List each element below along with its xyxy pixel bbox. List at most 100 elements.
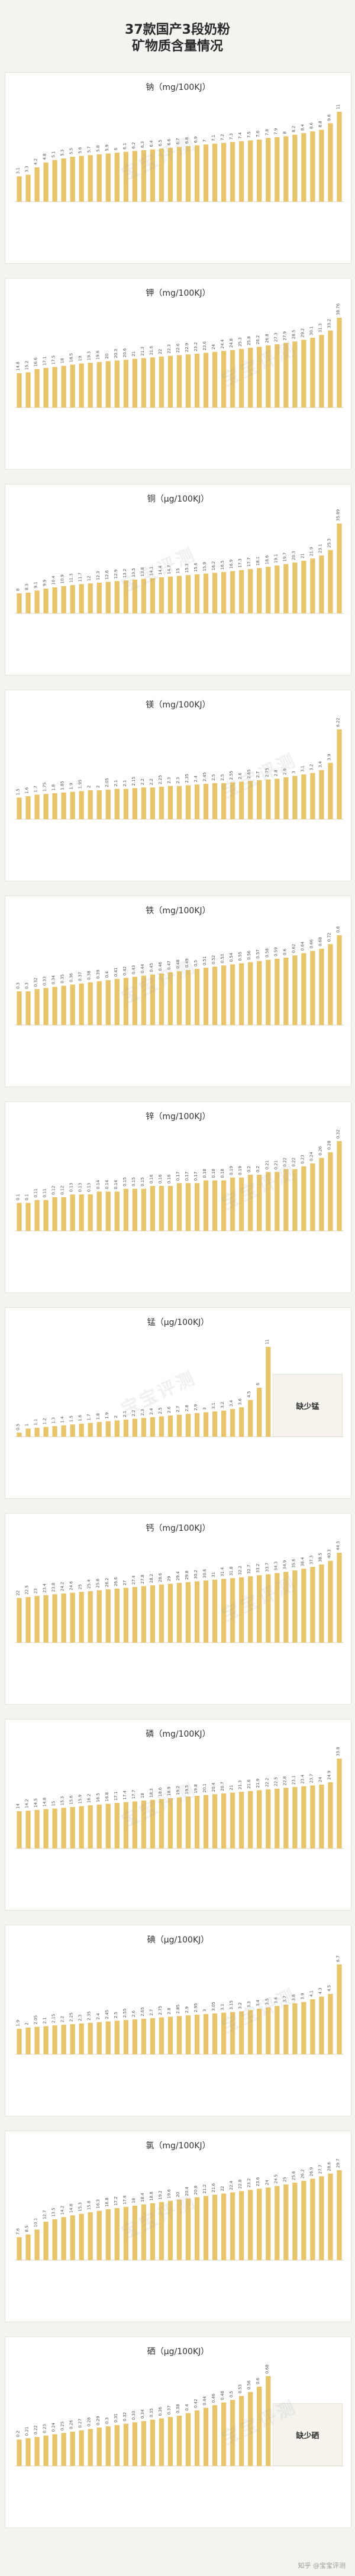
bar-value-label: 6.7 bbox=[335, 1956, 340, 1962]
bar-value-label: 2.35 bbox=[87, 2011, 92, 2021]
bar bbox=[132, 788, 137, 819]
bar-value-label: 2.45 bbox=[202, 773, 207, 782]
bar bbox=[79, 791, 84, 819]
bar-value-label: 10.1 bbox=[34, 2218, 38, 2228]
bar bbox=[203, 1795, 209, 1848]
bar bbox=[61, 1808, 66, 1848]
bar bbox=[248, 2010, 253, 2054]
bar-value-label: 29.7 bbox=[335, 2158, 340, 2168]
bar-value-label: 14.4 bbox=[158, 565, 163, 575]
bar bbox=[221, 143, 227, 202]
bar bbox=[105, 1589, 111, 1643]
bar-value-label: 14.8 bbox=[16, 361, 21, 371]
bar bbox=[239, 2011, 244, 2054]
bar-chart: 0.3 0.3 0.32 0.33 0.34 0.35 0.36 0.37 0.38 0.39 0.… bbox=[15, 926, 344, 1026]
bar bbox=[310, 558, 315, 613]
bar bbox=[266, 2376, 271, 2466]
bar bbox=[43, 589, 49, 613]
bar-value-label: 24.8 bbox=[229, 338, 234, 348]
bar-value-label: 12.9 bbox=[114, 570, 118, 579]
bar-value-label: 28.5 bbox=[291, 330, 296, 340]
bar-value-label: 10.4 bbox=[51, 576, 56, 585]
bar bbox=[221, 965, 227, 1025]
bar bbox=[34, 369, 40, 408]
bar bbox=[283, 564, 289, 613]
bar-value-label: 0.16 bbox=[158, 1174, 163, 1184]
bar-value-label: 19.5 bbox=[185, 1785, 189, 1795]
bar-value-label: 2.2 bbox=[60, 2016, 65, 2022]
bar bbox=[319, 770, 324, 819]
bar-value-label: 5.1 bbox=[51, 151, 56, 157]
bar bbox=[52, 1426, 57, 1437]
bar bbox=[212, 2013, 218, 2054]
bar bbox=[132, 151, 137, 202]
bar bbox=[70, 791, 75, 819]
bar-value-label: 22 bbox=[220, 2186, 225, 2191]
bar-value-label: 14.5 bbox=[34, 1798, 38, 1808]
bar bbox=[319, 335, 324, 408]
bar bbox=[167, 786, 173, 819]
bar-value-label: 0.53 bbox=[238, 2384, 243, 2394]
bar-value-label: 33.8 bbox=[335, 1747, 340, 1756]
bar bbox=[230, 964, 235, 1025]
bar bbox=[292, 1169, 298, 1231]
bar-value-label: 14.2 bbox=[60, 2206, 65, 2215]
bar bbox=[70, 585, 75, 613]
bar-value-label: 2.3 bbox=[78, 2015, 83, 2021]
bar bbox=[239, 963, 244, 1025]
bar bbox=[257, 780, 262, 819]
bar bbox=[52, 160, 57, 202]
bar-value-label: 33.2 bbox=[256, 1563, 260, 1573]
bar-value-label: 1.3 bbox=[51, 1417, 56, 1424]
bar-value-label: 0.12 bbox=[51, 1185, 56, 1195]
bar-value-label: 0.56 bbox=[247, 2380, 251, 2390]
bar bbox=[70, 364, 75, 408]
bar bbox=[301, 1166, 306, 1231]
bar bbox=[88, 583, 93, 613]
bar-value-label: 29 bbox=[167, 1576, 172, 1582]
bar-value-label: 0.1 bbox=[25, 1194, 30, 1200]
bar bbox=[52, 1594, 57, 1643]
bar bbox=[176, 1183, 182, 1231]
bar bbox=[203, 1580, 209, 1643]
bar-value-label: 0.36 bbox=[69, 972, 74, 982]
bar bbox=[230, 2012, 235, 2054]
bar bbox=[141, 2421, 147, 2466]
bar bbox=[248, 2391, 253, 2466]
bar bbox=[17, 1433, 22, 1437]
bar-value-label: 2.3 bbox=[176, 777, 180, 784]
bar-value-label: 25.3 bbox=[327, 538, 331, 548]
bar bbox=[150, 974, 156, 1025]
bar bbox=[203, 1180, 209, 1231]
bar-value-label: 2.95 bbox=[193, 2003, 198, 2012]
bar bbox=[266, 138, 271, 202]
bar bbox=[275, 958, 280, 1025]
bar bbox=[203, 2407, 209, 2466]
bar-chart: 7.6 8.5 10.1 12.7 13.5 14.2 14.8 15.3 15.8 16.3 16… bbox=[15, 2158, 344, 2261]
bar-value-label: 20.8 bbox=[193, 2186, 198, 2195]
bar bbox=[43, 1427, 49, 1437]
bar-value-label: 15 bbox=[176, 568, 180, 574]
bar bbox=[212, 351, 218, 408]
bar bbox=[248, 1790, 253, 1848]
bar bbox=[310, 951, 315, 1025]
bar bbox=[114, 153, 120, 202]
bar-value-label: 14.8 bbox=[69, 2204, 74, 2213]
bar-value-label: 24.2 bbox=[60, 1582, 65, 1591]
bar-value-label: 6.1 bbox=[122, 143, 127, 150]
bar bbox=[221, 351, 227, 408]
bar bbox=[239, 2396, 244, 2466]
bar bbox=[105, 2426, 111, 2466]
bar-value-label: 8.2 bbox=[291, 126, 296, 132]
bar-value-label: 21.9 bbox=[309, 547, 314, 557]
bar bbox=[319, 1158, 324, 1231]
page-subtitle: 矿物质含量情况 bbox=[131, 39, 223, 54]
bar bbox=[230, 142, 235, 202]
bar-value-label: 22.2 bbox=[264, 1778, 269, 1788]
bar-value-label: 34.9 bbox=[282, 1560, 287, 1570]
bar-value-label: 0.13 bbox=[87, 1183, 92, 1192]
bar bbox=[194, 145, 200, 202]
bar-value-label: 17.5 bbox=[51, 355, 56, 365]
bar bbox=[25, 372, 31, 408]
bar-value-label: 3.8 bbox=[291, 1995, 296, 2001]
